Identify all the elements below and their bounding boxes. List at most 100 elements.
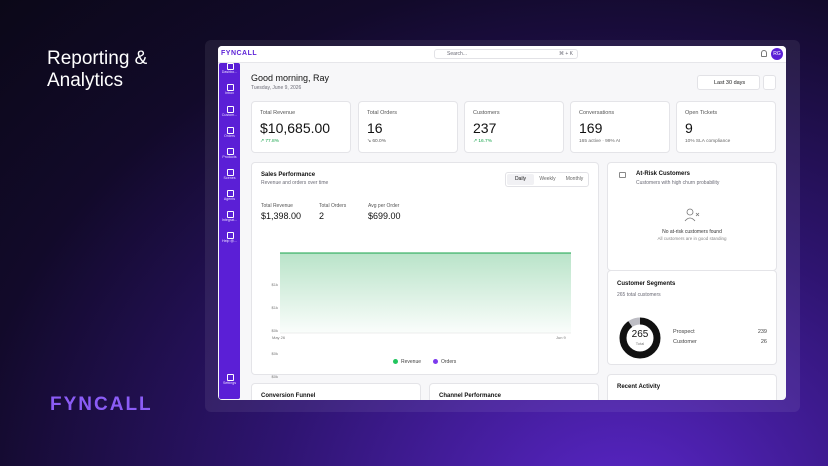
legend-dot xyxy=(433,359,438,364)
kpi-note: 165 active · 99% AI xyxy=(579,139,621,144)
y-tick-label: $1k xyxy=(271,305,278,310)
kpi-note: ↘ 60.0% xyxy=(367,139,386,144)
stat-value: 2 xyxy=(319,211,325,221)
legend-label[interactable]: Revenue xyxy=(401,359,422,365)
nav-label[interactable]: Agents xyxy=(223,197,236,201)
kpi-card: Total Orders 16 ↘ 60.0% xyxy=(358,101,458,153)
refresh-button[interactable] xyxy=(763,75,776,90)
nav-icon[interactable] xyxy=(227,148,234,155)
tab[interactable]: Daily xyxy=(507,174,534,185)
kpi-value: 237 xyxy=(473,120,497,136)
nav-label[interactable]: Dashbo... xyxy=(221,70,238,74)
nav-icon[interactable] xyxy=(227,232,234,239)
segment-value: 26 xyxy=(760,339,767,345)
card-subtitle: Customers with high churn probability xyxy=(636,180,720,186)
legend-dot xyxy=(393,359,398,364)
card-subtitle: 265 total customers xyxy=(617,292,661,298)
segment-name: Prospect xyxy=(673,329,695,335)
nav-icon[interactable] xyxy=(227,169,234,176)
stat-value: $1,398.00 xyxy=(261,211,302,221)
brand-logo: FYNCALL xyxy=(50,394,153,415)
empty-title: No at-risk customers found xyxy=(662,229,722,235)
kpi-note: ↗ 16.7% xyxy=(473,139,492,144)
nav-icon[interactable] xyxy=(227,106,234,113)
kpi-label: Open Tickets xyxy=(685,110,718,116)
donut-total: 265 xyxy=(631,329,649,340)
sidebar: Dashbo... Inbox Custom... Orders Products Sce… xyxy=(219,63,240,399)
tab[interactable]: Monthly xyxy=(565,176,584,182)
nav-icon[interactable] xyxy=(227,84,234,91)
date: Tuesday, June 9, 2026 xyxy=(251,85,302,91)
recent-card: Recent Activity xyxy=(607,374,777,400)
nav-label[interactable]: Products xyxy=(222,155,237,159)
app-window: FYNCALL Search... ⌘ + K RG Dashbo... Inbo… xyxy=(218,46,786,400)
y-tick-label: $0k xyxy=(271,328,278,333)
kpi-label: Total Revenue xyxy=(260,110,296,116)
kpi-note: ↗ 77.8% xyxy=(260,139,279,144)
donut-segment xyxy=(619,317,661,359)
kpi-value: 9 xyxy=(685,120,693,136)
empty-icon xyxy=(684,208,700,222)
tab[interactable]: Weekly xyxy=(539,176,556,182)
range-button[interactable]: Last 30 days xyxy=(697,75,760,90)
donut-chart xyxy=(619,317,661,359)
search-box[interactable]: Search... ⌘ + K xyxy=(434,49,578,59)
nav-label[interactable]: Integrat... xyxy=(221,218,238,222)
donut-label: Total xyxy=(635,341,645,346)
nav-label[interactable]: Inbox xyxy=(225,91,234,95)
nav-icon[interactable] xyxy=(227,63,234,70)
kpi-label: Customers xyxy=(473,110,500,116)
search-placeholder: Search... xyxy=(447,51,468,57)
stat-value: $699.00 xyxy=(368,211,401,221)
funnel-card: Conversion Funnel xyxy=(251,383,421,400)
card-title: Channel Performance xyxy=(439,393,502,399)
sales-chart xyxy=(280,252,571,334)
kpi-value: 16 xyxy=(367,120,383,136)
nav-icon[interactable] xyxy=(227,374,234,381)
app-logo[interactable]: FYNCALL xyxy=(221,50,258,57)
nav-label[interactable]: Orders xyxy=(224,134,235,138)
nav-label[interactable]: Scenes xyxy=(223,176,236,180)
nav-icon[interactable] xyxy=(227,127,234,134)
y-tick-label: $1k xyxy=(271,282,278,287)
kpi-value: 169 xyxy=(579,120,603,136)
card-title: Customer Segments xyxy=(617,281,676,287)
warning-icon xyxy=(619,172,626,178)
bell-icon[interactable] xyxy=(761,50,767,57)
segments-card: Customer Segments 265 total customers 26… xyxy=(607,270,777,365)
top-bar: FYNCALL Search... ⌘ + K RG xyxy=(218,46,786,63)
shortcut: ⌘ + K xyxy=(558,51,573,57)
segment-name: Customer xyxy=(673,339,697,345)
nav-label[interactable]: Settings xyxy=(223,381,236,385)
card-title: Sales Performance xyxy=(261,172,316,178)
nav-label[interactable]: Help @... xyxy=(221,239,238,243)
kpi-value: $10,685.00 xyxy=(260,120,331,136)
y-tick-label: $0k xyxy=(271,374,278,379)
sales-card: Sales Performance Revenue and orders ove… xyxy=(251,162,599,379)
hero-line: Reporting & xyxy=(47,48,148,69)
hero-title: Reporting & Analytics xyxy=(47,48,147,92)
x-tick-label: Jun 9 xyxy=(556,335,566,340)
tab-group: Daily Weekly Monthly xyxy=(505,172,589,187)
avatar[interactable]: RG xyxy=(771,48,783,60)
empty-text: All customers are in good standing xyxy=(657,236,727,241)
kpi-card: Customers 237 ↗ 16.7% xyxy=(464,101,564,153)
kpi-label: Total Orders xyxy=(367,110,397,116)
legend-label[interactable]: Orders xyxy=(441,359,457,365)
channels-card: Channel Performance xyxy=(429,383,599,400)
nav-label[interactable]: Custom... xyxy=(221,113,238,117)
kpi-card: Conversations 169 165 active · 99% AI xyxy=(570,101,670,153)
greeting: Good morning, Ray xyxy=(251,73,330,83)
kpi-card: Open Tickets 9 10% SLA compliance xyxy=(676,101,776,153)
x-tick-label: May 26 xyxy=(272,335,286,340)
revenue-area xyxy=(280,253,571,333)
segment-value: 239 xyxy=(757,329,767,335)
hero-line: Analytics xyxy=(47,70,124,91)
range-label: Last 30 days xyxy=(714,80,746,86)
nav-icon[interactable] xyxy=(227,190,234,197)
nav-icon[interactable] xyxy=(227,211,234,218)
stat-label: Total Orders xyxy=(319,203,347,209)
kpi-note: 10% SLA compliance xyxy=(685,139,731,144)
card-title: Recent Activity xyxy=(617,384,661,390)
